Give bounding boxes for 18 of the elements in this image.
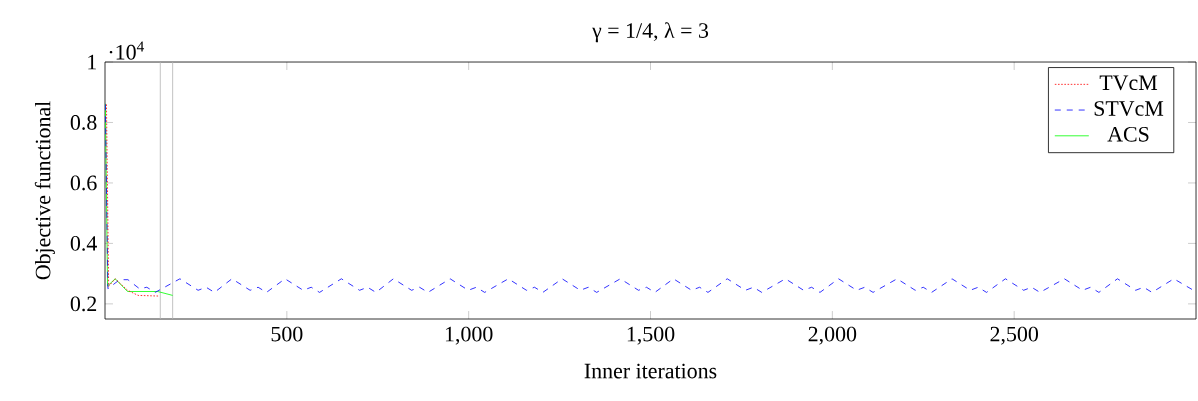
text: ·10$^{4}$: [109, 41, 145, 60]
y-tick-label: 0.8: [70, 115, 97, 130]
chart-title: γ = 1/4, λ = 3: [592, 22, 709, 43]
legend-label: STVcM: [1094, 101, 1164, 116]
line-series: [106, 103, 159, 297]
x-axis-title: Inner iterations: [584, 363, 717, 379]
y-tick-label: 0.6: [70, 175, 97, 191]
legend-label: TVcM: [1099, 75, 1158, 91]
x-tick-label: 2,500: [990, 326, 1038, 345]
legend-label: ACS: [1107, 126, 1149, 142]
y-tick-label: 1: [88, 54, 96, 70]
x-tick-label: 500: [271, 326, 303, 342]
x-tick-label: 2,000: [808, 326, 857, 345]
x-tick-label: 1,500: [627, 326, 675, 345]
y-tick-label: 0.2: [70, 296, 97, 312]
y-axis-title: Objective functional: [34, 101, 55, 280]
y-tick-label: 0.4: [70, 235, 97, 251]
x-tick-label: 1,000: [445, 326, 493, 345]
